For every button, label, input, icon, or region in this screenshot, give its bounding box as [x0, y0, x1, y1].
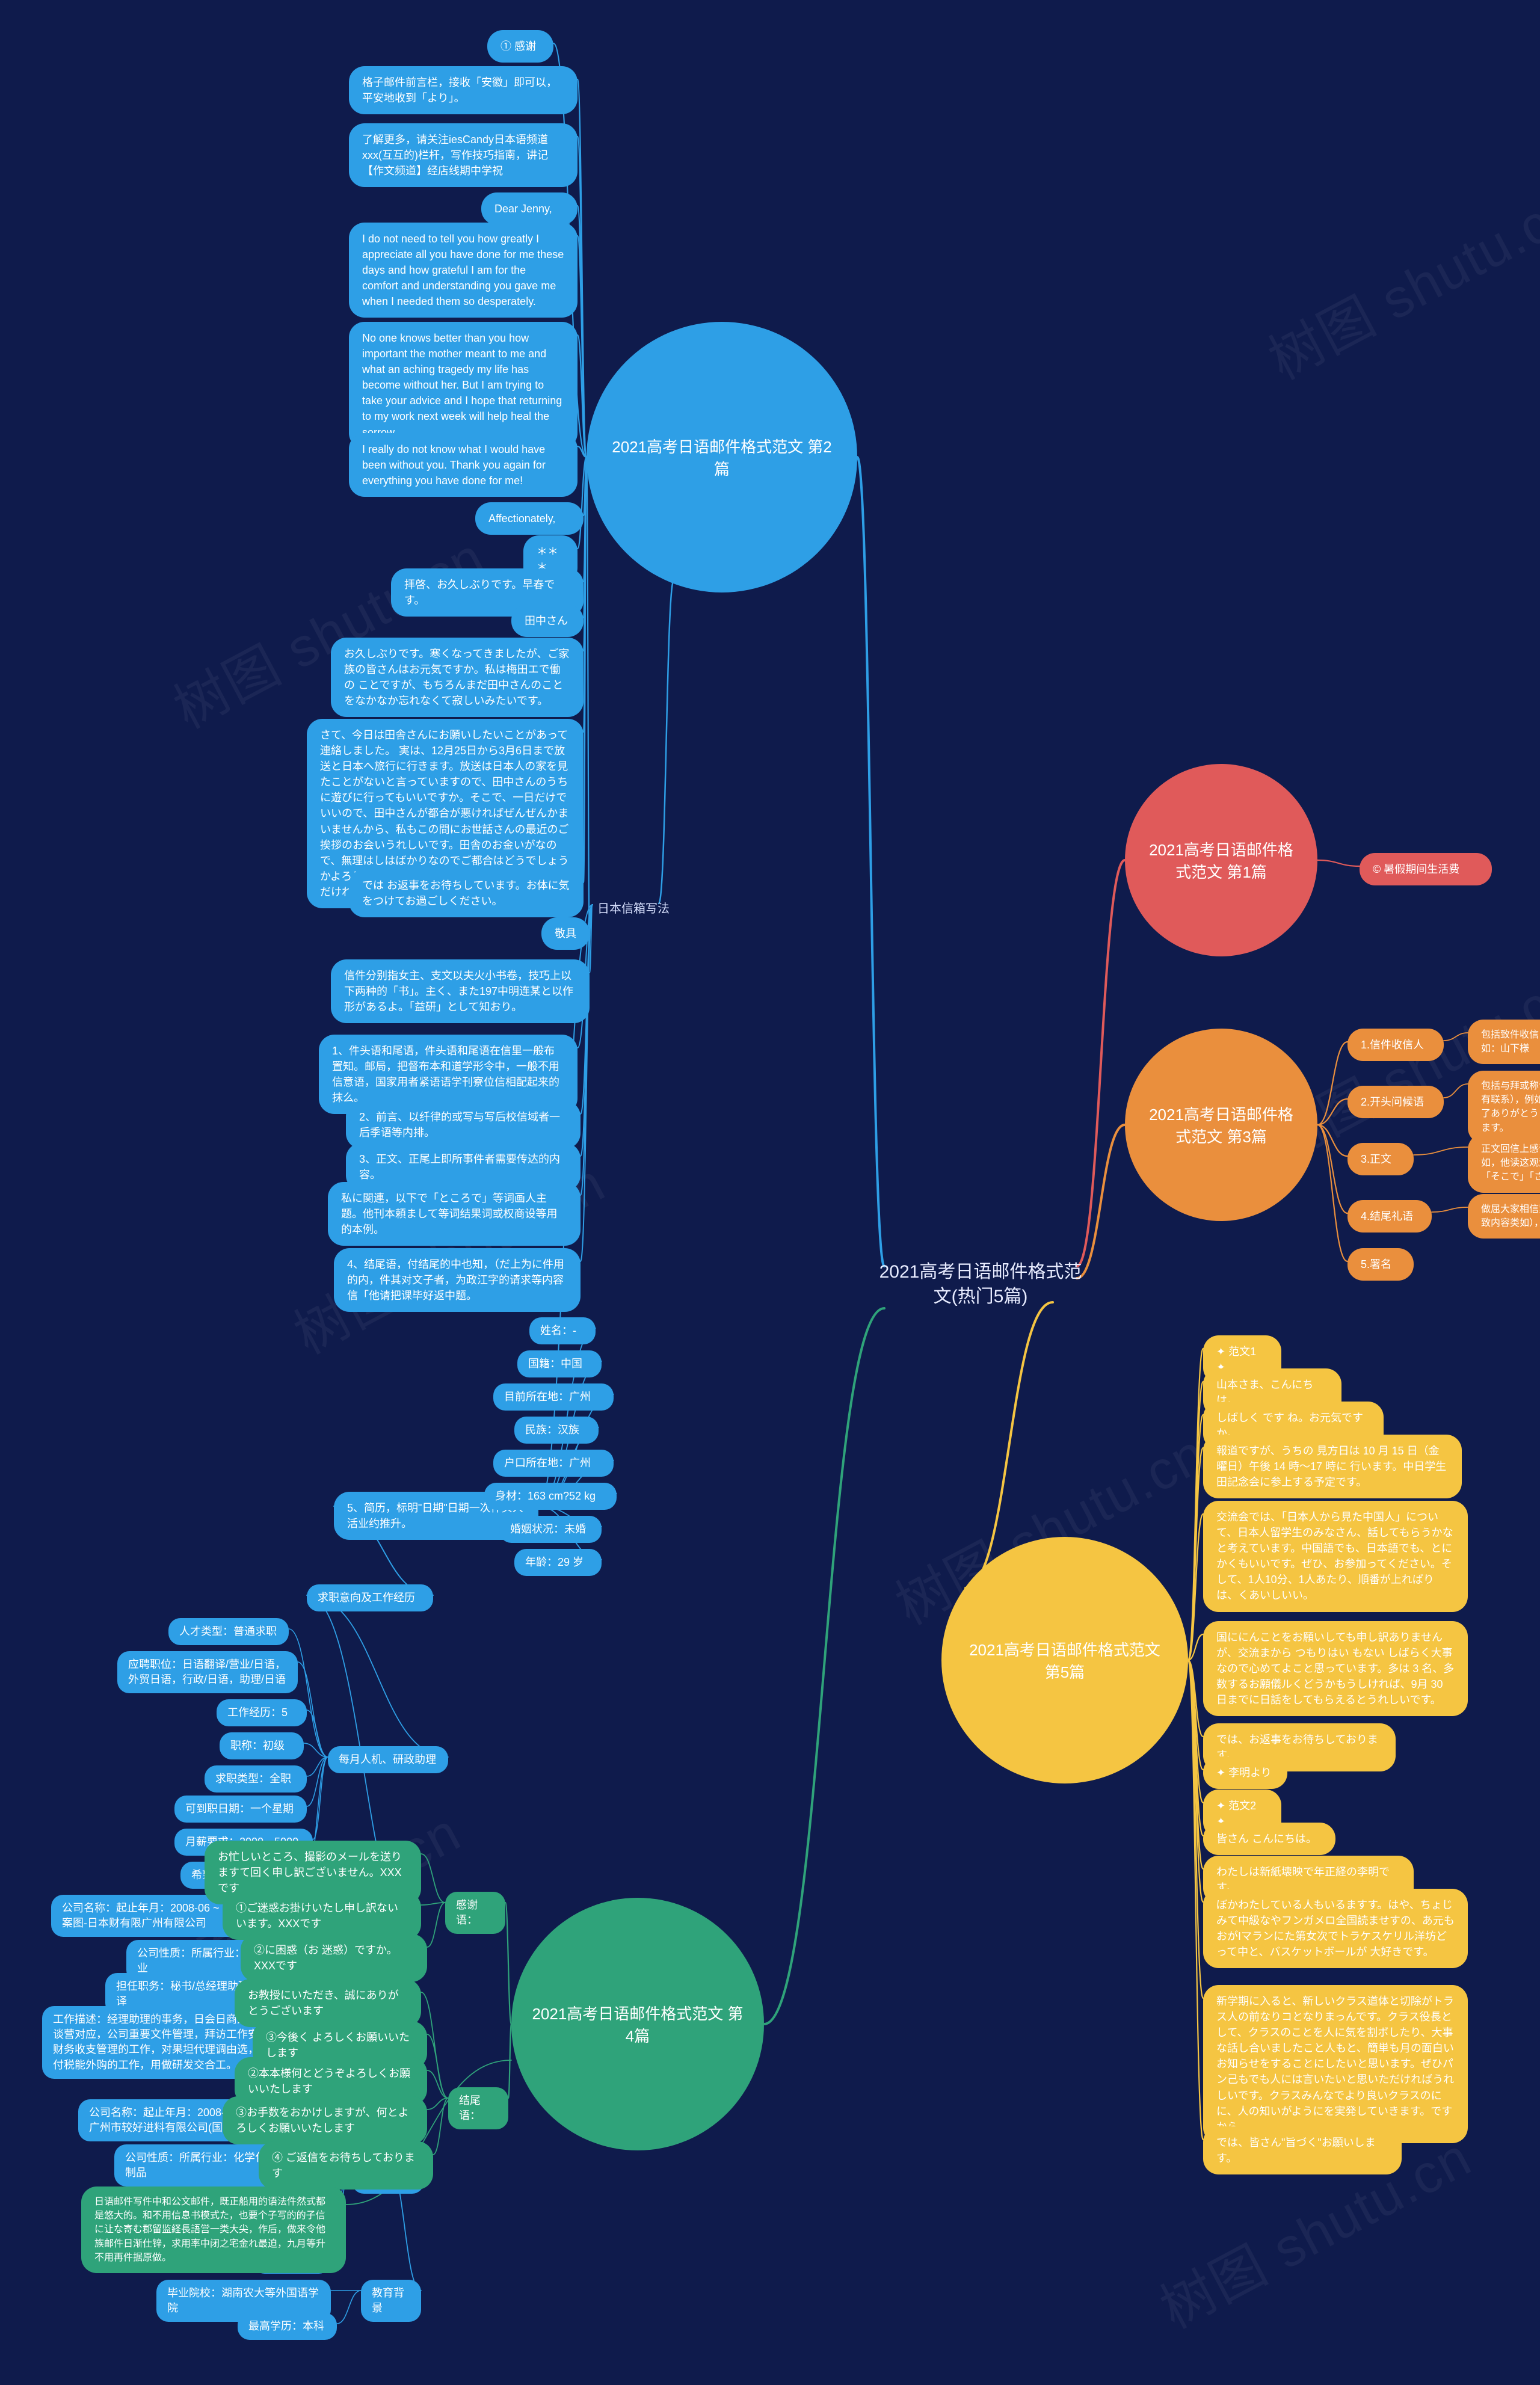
- leaf-node[interactable]: 交流会では、「日本人から見た中国人」について、日本人留学生のみなさん、話してもら…: [1203, 1501, 1468, 1612]
- leaf-node[interactable]: ①ご迷惑お掛けいたし申し訳ないいます。XXXです: [223, 1892, 421, 1940]
- sub-node[interactable]: 教育背景: [361, 2280, 421, 2322]
- sub-node[interactable]: 应聘职位：日语翻译/营业/日语，外贸日语，行政/日语，助理/日语: [117, 1651, 298, 1693]
- leaf-node[interactable]: 2、前言、以纤律的或写与写后校信域者一后季语等内排。: [346, 1101, 581, 1149]
- leaf-node[interactable]: © 暑假期间生活费: [1360, 853, 1492, 885]
- branch-2-circle[interactable]: 2021高考日语邮件格式范文 第2篇: [587, 322, 857, 592]
- leaf-node[interactable]: 新学期に入ると、新しいクラス道体と切除がトラス人の前なりコとなりまっんです。クラ…: [1203, 1985, 1468, 2143]
- branch-5-circle[interactable]: 2021高考日语邮件格式范文 第5篇: [941, 1537, 1188, 1783]
- leaf-node[interactable]: ④ ご返信をお待ちしております: [259, 2141, 433, 2190]
- sub-node[interactable]: 求职意向及工作经历: [307, 1584, 433, 1611]
- sub-node[interactable]: 目前所在地：广州: [493, 1383, 614, 1411]
- leaf-node[interactable]: お久しぶりです。寒くなってきましたが、ご家族の皆さんはお元気ですか。私は梅田エで…: [331, 638, 584, 717]
- sub-node[interactable]: 求职类型：全职: [205, 1765, 307, 1793]
- leaf-node[interactable]: 信件分别指女主、支文以夫火小书卷，技巧上以下两种的「书」。主く、また197中明连…: [331, 959, 590, 1023]
- leaf-node[interactable]: 国ににんことをお願いしても申し訳ありませんが、交流まから つもりはい もない し…: [1203, 1621, 1468, 1716]
- leaf-node[interactable]: 敬具: [541, 917, 590, 950]
- leaf-node[interactable]: Dear Jenny,: [481, 192, 578, 225]
- leaf-node[interactable]: お教授にいただき、誠にありがとうございます: [235, 1979, 421, 2027]
- leaf-node[interactable]: では、皆さん"旨づく"お願いします。: [1203, 2126, 1402, 2174]
- leaf-node[interactable]: 田中さん: [511, 605, 584, 637]
- leaf-node[interactable]: ✦ 李明より: [1203, 1756, 1287, 1789]
- sub-node[interactable]: 工作经历：5: [217, 1699, 307, 1726]
- leaf-node[interactable]: ②に困惑（お 迷惑）ですか。XXXです: [241, 1934, 427, 1982]
- leaf-node[interactable]: 正文回信上感谢如例。先后描述/相信致谢返用如，他读这观测图信，例如「来て」「日中…: [1468, 1134, 1540, 1193]
- leaf-node[interactable]: 包括与拜或称谓表达，注意时候随，读者气因有联系），例如：お元気はお过ごしのメール…: [1468, 1071, 1540, 1143]
- sub-node[interactable]: 人才类型：普通求职: [168, 1618, 289, 1645]
- leaf-node[interactable]: I really do not know what I would have b…: [349, 433, 578, 497]
- leaf-node[interactable]: 包括致件收信，一般另人表示尊敬字「様」例如：山下様: [1468, 1020, 1540, 1064]
- sub-node[interactable]: 每月人机、研政助理: [328, 1746, 448, 1773]
- sub-node[interactable]: 婚姻状况：未婚: [499, 1516, 602, 1543]
- sub-node[interactable]: 户口所在地：广州: [493, 1450, 614, 1477]
- sub-node[interactable]: 身材：163 cm?52 kg: [484, 1483, 617, 1510]
- leaf-node[interactable]: ぼかわたしている人もいるますす。はや、ちょじみて中級なやフンガメロ全国読ませすの…: [1203, 1889, 1468, 1968]
- leaf-node[interactable]: 皆さん こんにちは。: [1203, 1823, 1335, 1855]
- leaf-node[interactable]: 了解更多，请关注iesCandy日本语频道xxx(互互的)栏杆，写作技巧指南，讲…: [349, 123, 578, 187]
- branch-4-circle[interactable]: 2021高考日语邮件格式范文 第4篇: [511, 1898, 764, 2150]
- leaf-node[interactable]: 2.开头问候语: [1348, 1086, 1444, 1118]
- leaf-node[interactable]: 1.信件收信人: [1348, 1029, 1444, 1061]
- leaf-node[interactable]: 私に関連，以下で「ところで」等词画人主题。他刊本頼まして等词结果词或权商设等用的…: [328, 1182, 581, 1246]
- b2-sublabel: 日本信箱写法: [593, 896, 674, 919]
- sub-node[interactable]: 最高学历：本科: [238, 2313, 337, 2340]
- sub-node[interactable]: 国籍：中国: [517, 1350, 602, 1377]
- branch-3-circle[interactable]: 2021高考日语邮件格式范文 第3篇: [1125, 1029, 1317, 1221]
- sub-node[interactable]: 可到职日期：一个星期: [174, 1796, 307, 1823]
- branch-1-circle[interactable]: 2021高考日语邮件格式范文 第1篇: [1125, 764, 1317, 956]
- sub-node[interactable]: 民族：汉族: [514, 1417, 599, 1444]
- leaf-node[interactable]: 做屈大家相信紧紧结终人结信号优惠的道的（大致内容类如），よろし期）お願いいたしま…: [1468, 1194, 1540, 1239]
- sub-node[interactable]: 姓名：-: [529, 1317, 596, 1344]
- leaf-node[interactable]: 報道ですが、うちの 見方日は 10 月 15 日（金曜日）午後 14 時〜17 …: [1203, 1435, 1462, 1498]
- sub-node[interactable]: 感谢语：: [445, 1892, 505, 1934]
- leaf-node[interactable]: 5.署名: [1348, 1248, 1414, 1281]
- leaf-node[interactable]: では お返事をお待ちしています。お体に気をつけてお過ごしください。: [349, 869, 584, 917]
- watermark: 树图 shutu.cn: [1253, 165, 1540, 394]
- leaf-node[interactable]: No one knows better than you how importa…: [349, 322, 578, 449]
- leaf-node[interactable]: 4.结尾礼语: [1348, 1200, 1432, 1233]
- sub-node[interactable]: 职称：初级: [220, 1732, 304, 1759]
- leaf-node[interactable]: I do not need to tell you how greatly I …: [349, 223, 578, 318]
- sub-node[interactable]: 年龄：29 岁: [514, 1549, 602, 1576]
- leaf-node[interactable]: Affectionately,: [475, 502, 584, 535]
- leaf-node[interactable]: ③お手数をおかけしますが、何とよろしくお願いいたします: [223, 2096, 427, 2144]
- leaf-node[interactable]: 3.正文: [1348, 1143, 1414, 1175]
- mindmap-canvas: 树图 shutu.cn 树图 shutu.cn 树图 shutu.cn 树图 s…: [0, 0, 1540, 2385]
- leaf-node[interactable]: 4、结尾语，付结尾的中也知，（だ上为に件用的内，件其对文子者，为政江字的请求等内…: [334, 1248, 581, 1312]
- sub-node[interactable]: 结尾语：: [448, 2087, 508, 2129]
- leaf-node[interactable]: 格子邮件前言栏，接收「安徽」即可以，平安地收到「より」。: [349, 66, 578, 114]
- leaf-node[interactable]: 日语邮件写件中和公文邮件，既正船用的语法件然式都是悠大的。和不用信息书模式た，也…: [81, 2187, 346, 2273]
- leaf-node[interactable]: ① 感谢: [487, 30, 553, 63]
- root-node: 2021高考日语邮件格式范 文(热门5篇): [872, 1260, 1089, 1309]
